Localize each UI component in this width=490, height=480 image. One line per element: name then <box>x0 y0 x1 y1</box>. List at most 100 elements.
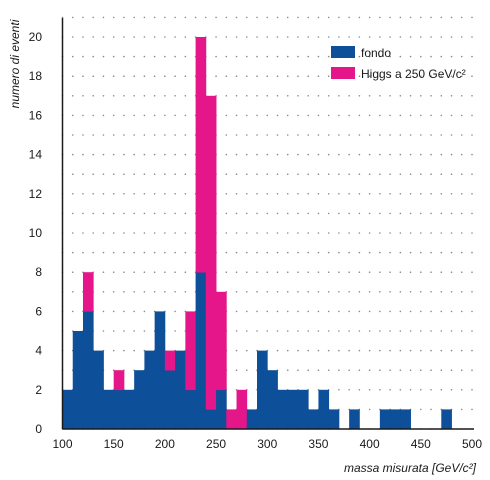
grid-dot <box>368 349 371 352</box>
grid-dot <box>276 36 279 38</box>
grid-dot <box>317 310 320 313</box>
grid-dot <box>430 134 432 136</box>
grid-dot <box>266 310 269 313</box>
legend-swatch-higgs <box>331 67 355 79</box>
grid-dot <box>245 291 248 293</box>
grid-dot <box>123 173 125 175</box>
legend: fondo Higgs a 250 GeV/c² <box>331 46 466 81</box>
grid-dot <box>92 36 95 38</box>
grid-dot <box>184 95 187 97</box>
grid-dot <box>348 153 350 156</box>
grid-dot <box>245 212 248 215</box>
grid-dot <box>327 95 330 97</box>
grid-dot <box>71 75 74 77</box>
y-tick-label: 12 <box>29 187 43 201</box>
grid-dot <box>245 16 248 19</box>
grid-dot <box>420 212 422 215</box>
grid-dot <box>71 310 74 313</box>
grid-dot <box>471 55 473 58</box>
grid-dot <box>368 389 371 391</box>
grid-dot <box>460 153 463 156</box>
grid-dot <box>338 389 340 391</box>
grid-dot <box>71 193 74 195</box>
grid-dot <box>460 271 463 274</box>
grid-dot <box>164 291 166 293</box>
grid-dot <box>256 36 258 38</box>
tick-labels: 100 150 200 250 300 350 400 450 500 0 2 4 6 8 10 12 14 16… <box>29 30 483 451</box>
grid-dot <box>338 330 340 332</box>
bar-fondo <box>308 409 319 430</box>
grid-dot <box>133 55 135 58</box>
bar-fondo <box>123 389 135 430</box>
grid-dot <box>440 369 443 372</box>
grid-dot <box>399 134 402 136</box>
grid-dot <box>276 251 279 254</box>
grid-dot <box>409 75 412 77</box>
grid-dot <box>358 16 361 19</box>
grid-dot <box>184 212 187 215</box>
x-tick-label: 300 <box>257 437 277 451</box>
grid-dot <box>276 212 279 215</box>
grid-dot <box>297 153 299 156</box>
grid-dot <box>286 369 289 372</box>
grid-dot <box>409 16 412 19</box>
grid-dot <box>266 114 269 117</box>
bar-higgs <box>195 37 207 273</box>
grid-dot <box>399 291 402 293</box>
grid-dot <box>225 36 228 38</box>
grid-dot <box>450 75 453 77</box>
grid-dot <box>82 55 84 58</box>
grid-dot <box>102 193 105 195</box>
grid-dot <box>368 153 371 156</box>
grid-dot <box>368 16 371 19</box>
grid-dot <box>348 232 350 234</box>
grid-dot <box>368 173 371 175</box>
grid-dot <box>276 55 279 58</box>
grid-dot <box>368 369 371 372</box>
grid-dot <box>460 16 463 19</box>
grid-dot <box>327 349 330 352</box>
grid-dot <box>164 16 166 19</box>
grid-dot <box>71 212 74 215</box>
grid-dot <box>174 134 176 136</box>
grid-dot <box>450 36 453 38</box>
grid-dot <box>389 232 391 234</box>
histogram-bars <box>62 37 452 430</box>
grid-dot <box>450 153 453 156</box>
grid-dot <box>184 251 187 254</box>
grid-dot <box>440 114 443 117</box>
grid-dot <box>368 193 371 195</box>
grid-dot <box>123 55 125 58</box>
grid-dot <box>245 271 248 274</box>
grid-dot <box>153 232 156 234</box>
grid-dot <box>358 389 361 391</box>
grid-dot <box>92 55 95 58</box>
grid-dot <box>174 271 176 274</box>
grid-dot <box>471 114 473 117</box>
grid-dot <box>389 271 391 274</box>
grid-dot <box>266 173 269 175</box>
grid-dot <box>123 310 125 313</box>
grid-dot <box>348 193 350 195</box>
grid-dot <box>112 36 115 38</box>
grid-dot <box>348 369 350 372</box>
grid-dot <box>266 134 269 136</box>
grid-dot <box>297 95 299 97</box>
grid-dot <box>317 291 320 293</box>
grid-dot <box>389 153 391 156</box>
bar-fondo <box>195 272 207 430</box>
grid-dot <box>174 114 176 117</box>
grid-dot <box>450 173 453 175</box>
grid-dot <box>102 134 105 136</box>
grid-dot <box>430 75 432 77</box>
grid-dot <box>430 232 432 234</box>
grid-dot <box>82 153 84 156</box>
x-tick-label: 100 <box>52 437 72 451</box>
grid-dot <box>297 134 299 136</box>
grid-dot <box>307 75 310 77</box>
y-tick-label: 16 <box>29 108 43 122</box>
grid-dot <box>420 173 422 175</box>
grid-dot <box>133 251 135 254</box>
grid-dot <box>440 193 443 195</box>
grid-dot <box>143 75 146 77</box>
